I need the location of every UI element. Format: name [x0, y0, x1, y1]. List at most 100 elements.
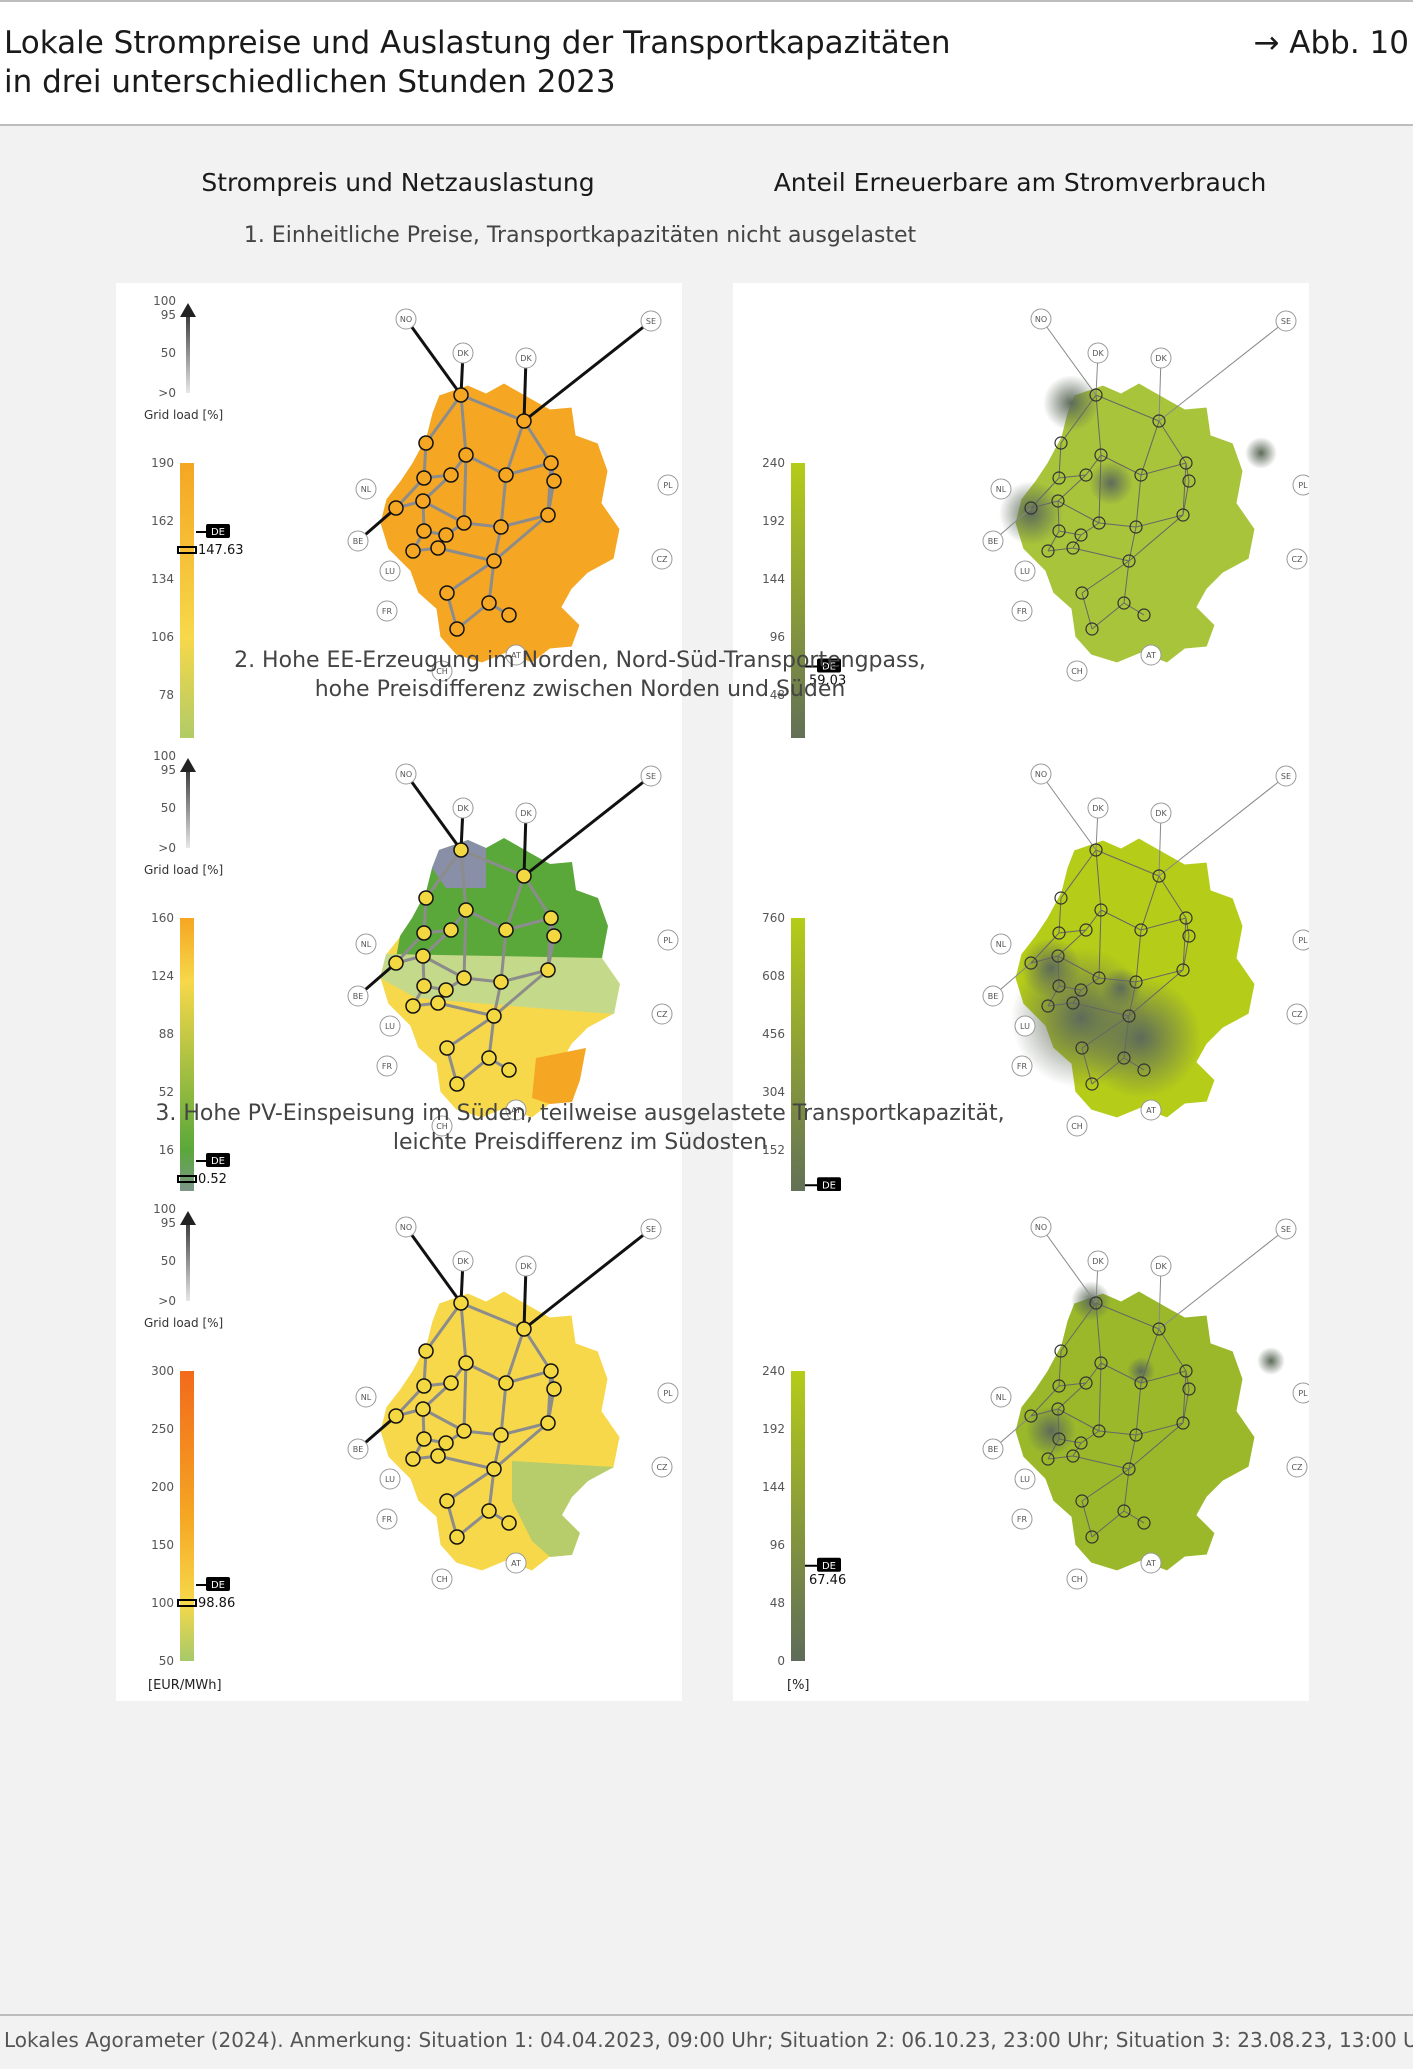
transmission-line — [460, 393, 525, 423]
grid-node — [458, 1355, 474, 1371]
transmission-line — [1058, 530, 1082, 536]
transmission-line — [462, 1362, 468, 1432]
low-share-area — [1081, 978, 1201, 1098]
interconnector-line — [404, 773, 463, 851]
grid-node — [1052, 979, 1066, 993]
grid-node — [416, 470, 432, 486]
country-marker — [1030, 1216, 1052, 1238]
grid-node — [1074, 1436, 1088, 1450]
situation-title: 1. Einheitliche Preise, Transportkapazit… — [244, 221, 916, 250]
grid-load-tick-label: 95 — [161, 763, 176, 777]
share-color-scale — [791, 463, 805, 753]
grid-node — [1094, 903, 1108, 917]
grid-node — [1179, 456, 1193, 470]
grid-node — [546, 928, 562, 944]
grid-node — [1152, 1322, 1166, 1336]
de-badge-label: DE — [211, 1156, 225, 1167]
renewable-share-svg: 7606084563041520DE77.74[%]NOSEDKDKNLPLBE… — [762, 763, 1309, 1240]
grid-node — [430, 995, 446, 1011]
country-label: LU — [1020, 1022, 1030, 1031]
transmission-line — [1080, 522, 1100, 536]
country-label: NL — [361, 485, 372, 494]
grid-node — [486, 553, 502, 569]
country-marker — [431, 1115, 453, 1137]
country-marker — [640, 1218, 662, 1240]
grid-node — [388, 955, 404, 971]
price-color-scale — [180, 1371, 194, 1661]
country-label: AT — [511, 1559, 521, 1568]
transmission-line — [1128, 969, 1184, 1017]
grid-load-tick-label: 100 — [153, 294, 176, 308]
grid-node — [1117, 1051, 1131, 1065]
grid-node — [546, 473, 562, 489]
transmission-line — [1047, 1438, 1060, 1460]
country-label: NL — [996, 940, 1007, 949]
country-marker — [1150, 802, 1172, 824]
country-label: AT — [511, 1106, 521, 1115]
situation-title-line-2: leichte Preisdifferenz im Südosten — [392, 1130, 768, 1155]
grid-node — [458, 447, 474, 463]
interconnector-line — [1158, 1265, 1162, 1330]
country-marker — [1014, 560, 1036, 582]
transmission-line — [1182, 462, 1187, 516]
situation-title-line-1: 1. Einheitliche Preise, Transportkapazit… — [243, 223, 917, 248]
country-label: PL — [663, 936, 673, 945]
grid-node — [1089, 843, 1103, 857]
price-value-label: 147.63 — [198, 543, 244, 558]
transmission-line — [1135, 929, 1142, 983]
price-value-marker — [177, 1599, 197, 1607]
grid-node — [540, 1415, 556, 1431]
grid-node — [1134, 468, 1148, 482]
share-scale-tick: 240 — [762, 456, 785, 470]
country-marker — [505, 1552, 527, 1574]
share-scale-tick: 192 — [762, 1422, 785, 1436]
grid-node — [1179, 911, 1193, 925]
country-label: NO — [1035, 315, 1047, 324]
grid-load-tick-label: 50 — [161, 346, 176, 360]
column-heading-price: Strompreis und Netzauslastung — [201, 168, 595, 197]
country-marker — [657, 929, 679, 951]
transmission-line — [1080, 977, 1100, 991]
country-marker — [347, 1438, 369, 1460]
country-label: NO — [400, 315, 412, 324]
low-share-area — [1043, 375, 1099, 431]
country-label: SE — [646, 1225, 656, 1234]
country-label: PL — [663, 1389, 673, 1398]
grid-node — [405, 1451, 421, 1467]
grid-node — [1051, 494, 1065, 508]
grid-load-arrow-head — [180, 1211, 196, 1225]
price-scale-tick: 160 — [151, 911, 174, 925]
grid-node — [1052, 524, 1066, 538]
country-marker — [1066, 1115, 1088, 1137]
transmission-line — [1158, 1328, 1187, 1372]
country-marker — [640, 310, 662, 332]
price-scale-tick: 16 — [159, 1143, 174, 1157]
share-scale-tick: 240 — [762, 1364, 785, 1378]
grid-load-tick-label: 95 — [161, 1216, 176, 1230]
de-badge — [817, 658, 841, 673]
country-marker — [395, 308, 417, 330]
grid-node — [439, 585, 455, 601]
transmission-line — [1123, 1057, 1145, 1071]
transmission-line — [1058, 929, 1087, 934]
country-label: LU — [385, 1475, 395, 1484]
country-marker — [379, 560, 401, 582]
price-scale-tick: 200 — [151, 1480, 174, 1494]
country-label: NO — [1035, 770, 1047, 779]
transmission-line — [522, 1328, 553, 1372]
country-label: PL — [1298, 936, 1308, 945]
transmission-line — [1072, 547, 1130, 562]
transmission-line — [1140, 875, 1160, 931]
grid-node — [430, 540, 446, 556]
country-label: BE — [353, 537, 364, 546]
transmission-line — [1030, 1408, 1059, 1417]
country-marker — [1011, 1055, 1033, 1077]
grid-node — [1094, 448, 1108, 462]
interconnector-line — [523, 1227, 652, 1331]
transmission-line — [1060, 394, 1097, 444]
country-marker — [376, 1508, 398, 1530]
grid-node — [1066, 996, 1080, 1010]
transmission-line — [1047, 530, 1060, 552]
grid-node — [415, 948, 431, 964]
